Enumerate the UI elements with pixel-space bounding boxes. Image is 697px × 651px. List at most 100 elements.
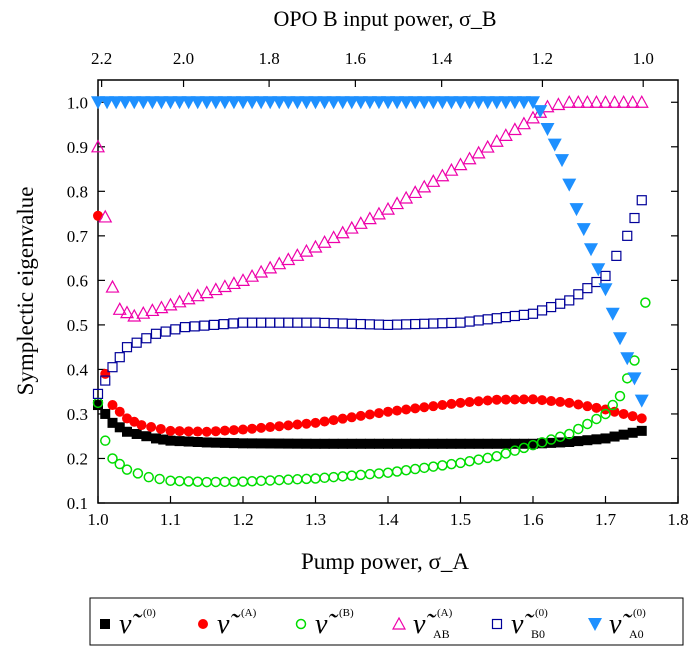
data-point [373, 319, 385, 330]
data-point [217, 96, 232, 110]
data-point [564, 436, 575, 447]
data-point [201, 437, 212, 448]
data-point [346, 318, 357, 329]
data-point [437, 438, 448, 449]
data-point [263, 260, 278, 274]
data-point [121, 342, 133, 353]
data-point [170, 324, 181, 335]
data-point [446, 398, 457, 409]
data-point [355, 410, 366, 421]
data-point [473, 438, 484, 449]
data-point [114, 458, 125, 470]
data-point [272, 256, 287, 270]
data-point [226, 96, 241, 110]
data-point [319, 317, 330, 329]
data-point [228, 476, 240, 487]
data-point [283, 438, 294, 449]
data-point [636, 195, 647, 206]
data-point [136, 420, 147, 431]
data-point [121, 464, 133, 475]
data-point [136, 305, 151, 319]
data-point [346, 438, 357, 449]
data-point [201, 426, 212, 437]
data-point [629, 355, 640, 366]
x-tick-label: 1.4 [377, 510, 399, 529]
y-tick-label: 0.9 [67, 138, 88, 157]
data-point [509, 310, 520, 322]
data-point [160, 326, 171, 337]
series-5 [91, 96, 649, 408]
legend-marker [588, 618, 602, 631]
data-point [155, 423, 166, 434]
data-point [500, 312, 511, 323]
data-point [92, 388, 104, 400]
data-point [107, 362, 118, 373]
data-point [491, 450, 502, 462]
data-point [328, 471, 339, 483]
data-point [238, 438, 248, 449]
data-point [392, 438, 403, 449]
data-point [238, 424, 248, 435]
data-point [210, 476, 222, 488]
data-point [290, 96, 305, 110]
data-point [328, 438, 339, 449]
data-point [526, 96, 540, 110]
data-point [410, 318, 421, 330]
data-point [281, 96, 296, 110]
data-point [620, 352, 635, 366]
legend-sub: AB [433, 627, 450, 641]
series-0 [93, 400, 647, 449]
data-point [573, 423, 584, 435]
data-point [237, 317, 249, 328]
data-point [274, 421, 285, 432]
data-point [518, 394, 529, 405]
top-tick-label: 1.6 [345, 49, 366, 68]
legend-sup: (0) [535, 607, 548, 619]
data-point [391, 319, 403, 330]
data-point [509, 394, 520, 405]
data-point [616, 95, 631, 108]
data-point [444, 96, 459, 110]
data-point [122, 426, 132, 437]
data-point [274, 317, 285, 328]
data-point [310, 317, 321, 328]
series-2 [92, 297, 651, 488]
data-point [301, 438, 312, 449]
x-tick-label: 1.8 [667, 510, 688, 529]
data-point [562, 95, 577, 108]
data-point [491, 313, 502, 324]
data-point [100, 375, 111, 386]
data-point [219, 476, 231, 488]
data-point [246, 317, 258, 328]
data-point [100, 408, 111, 419]
data-point [91, 96, 105, 110]
x-tick-label: 1.2 [232, 510, 253, 529]
data-point [328, 415, 339, 426]
data-point [528, 438, 538, 449]
data-point [308, 96, 323, 110]
data-point [100, 435, 111, 446]
data-point [172, 96, 187, 110]
data-point [283, 420, 294, 431]
data-point [509, 445, 521, 456]
data-point [310, 417, 321, 428]
legend-item-1: ν̃ (A) [198, 607, 257, 640]
y-tick-label: 0.1 [67, 494, 88, 513]
data-point [154, 473, 165, 485]
data-point [154, 300, 169, 314]
data-point [555, 396, 566, 407]
data-point [362, 96, 377, 110]
data-point [189, 321, 200, 332]
data-point [131, 428, 142, 439]
data-point [127, 308, 142, 322]
data-point [373, 468, 385, 479]
data-point [482, 438, 493, 449]
top-tick-label: 2.2 [91, 49, 112, 68]
data-point [264, 475, 276, 486]
data-point [364, 438, 375, 449]
data-point [256, 438, 267, 449]
data-point [634, 394, 649, 408]
data-point [301, 473, 312, 485]
data-point [265, 317, 276, 328]
data-point [576, 223, 591, 237]
